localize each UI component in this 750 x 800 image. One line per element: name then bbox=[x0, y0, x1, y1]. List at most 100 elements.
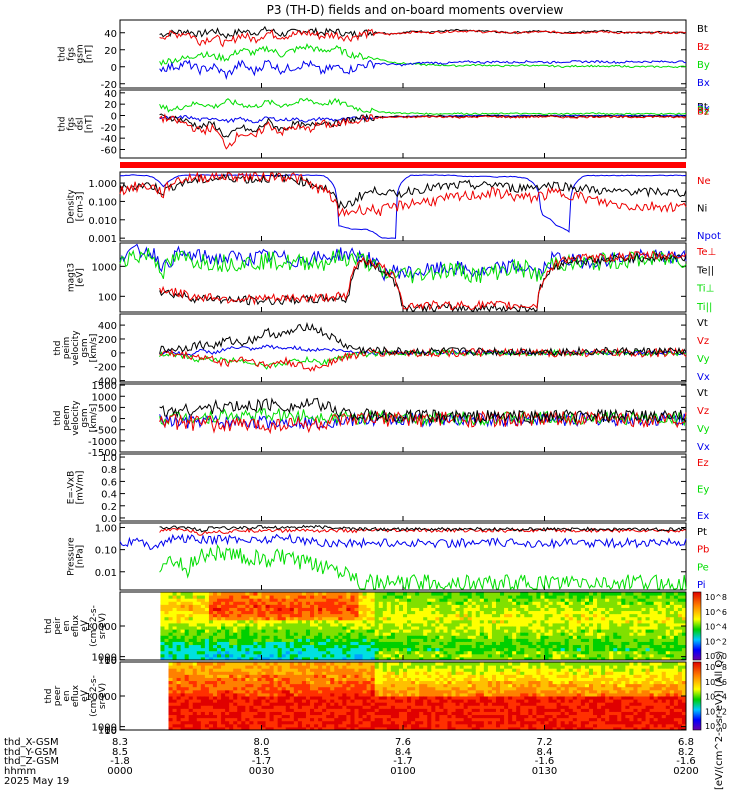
spectrogram-cell bbox=[560, 610, 566, 615]
spectrogram-cell bbox=[318, 717, 323, 722]
spectrogram-cell bbox=[265, 656, 271, 661]
spectrogram-cell bbox=[322, 613, 327, 618]
spectrogram-cell bbox=[362, 699, 368, 703]
spectrogram-cell bbox=[593, 653, 598, 658]
spectrogram-cell bbox=[330, 723, 335, 728]
spectrogram-cell bbox=[378, 717, 384, 722]
spectrogram-cell bbox=[200, 677, 206, 682]
spectrogram-cell bbox=[241, 717, 246, 722]
spectrogram-cell bbox=[305, 708, 311, 712]
spectrogram-cell bbox=[192, 626, 198, 630]
spectrogram-cell bbox=[322, 689, 327, 694]
spectrogram-cell bbox=[265, 641, 271, 646]
spectrogram-cell bbox=[168, 598, 174, 602]
spectrogram-cell bbox=[370, 610, 376, 615]
spectrogram-cell bbox=[253, 598, 258, 602]
series-Ni bbox=[119, 172, 687, 209]
spectrogram-cell bbox=[463, 644, 469, 649]
spectrogram-cell bbox=[374, 592, 380, 596]
spectrogram-cell bbox=[245, 650, 250, 655]
spectrogram-cell bbox=[471, 686, 477, 691]
spectrogram-cell bbox=[403, 714, 408, 719]
spectrogram-cell bbox=[350, 607, 355, 612]
spectrogram-cell bbox=[394, 635, 400, 639]
spectrogram-cell bbox=[471, 626, 477, 630]
spectrogram-cell bbox=[289, 726, 295, 731]
spectrogram-cell bbox=[451, 686, 457, 691]
spectrogram-cell bbox=[613, 601, 618, 605]
spectrogram-cell bbox=[471, 683, 477, 688]
spectrogram-cell bbox=[285, 683, 291, 688]
spectrogram-cell bbox=[208, 592, 214, 596]
spectrogram-cell bbox=[172, 692, 178, 697]
spectrogram-cell bbox=[439, 653, 444, 658]
spectrogram-cell bbox=[455, 604, 461, 608]
spectrogram-cell bbox=[427, 629, 432, 633]
y-axis-label-line: [nT] bbox=[85, 115, 95, 133]
spectrogram-cell bbox=[330, 705, 335, 709]
spectrogram-cell bbox=[386, 674, 392, 678]
spectrogram-cell bbox=[289, 662, 295, 666]
spectrogram-cell bbox=[305, 607, 311, 612]
spectrogram-cell bbox=[277, 723, 283, 728]
spectrogram-cell bbox=[358, 711, 364, 716]
spectrogram-cell bbox=[334, 632, 339, 636]
spectrogram-cell bbox=[168, 686, 174, 691]
spectrogram-cell bbox=[427, 705, 432, 709]
spectrogram-cell bbox=[653, 632, 659, 636]
spectrogram-cell bbox=[645, 601, 651, 605]
spectrogram-cell bbox=[435, 656, 440, 661]
spectrogram-cell bbox=[487, 595, 493, 599]
spectrogram-cell bbox=[164, 641, 170, 646]
spectrogram-cell bbox=[427, 598, 432, 602]
spectrogram-cell bbox=[495, 720, 501, 725]
spectrogram-cell bbox=[588, 595, 594, 599]
spectrogram-cell bbox=[253, 641, 258, 646]
spectrogram-cell bbox=[370, 632, 376, 636]
spectrogram-cell bbox=[342, 662, 347, 666]
spectrogram-cell bbox=[277, 638, 283, 642]
y-tick-label: 1500 bbox=[92, 381, 117, 392]
spectrogram-cell bbox=[641, 604, 647, 608]
spectrogram-cell bbox=[374, 702, 380, 706]
spectrogram-cell bbox=[305, 647, 311, 652]
spectrogram-cell bbox=[443, 686, 448, 691]
spectrogram-cell bbox=[269, 689, 275, 694]
spectrogram-cell bbox=[362, 638, 368, 642]
spectrogram-cell bbox=[495, 613, 501, 618]
spectrogram-cell bbox=[338, 647, 343, 652]
spectrogram-cell bbox=[407, 610, 412, 615]
spectrogram-cell bbox=[366, 711, 372, 716]
spectrogram-cell bbox=[204, 671, 210, 675]
spectrogram-cell bbox=[229, 686, 234, 691]
spectrogram-cell bbox=[164, 619, 170, 624]
spectrogram-cell bbox=[297, 677, 303, 682]
spectrogram-cell bbox=[613, 610, 618, 615]
spectrogram-cell bbox=[338, 629, 343, 633]
spectrogram-cell bbox=[204, 595, 210, 599]
spectrogram-cell bbox=[257, 671, 262, 675]
spectrogram-cell bbox=[330, 638, 335, 642]
spectrogram-cell bbox=[593, 656, 598, 661]
spectrogram-cell bbox=[229, 641, 234, 646]
spectrogram-cell bbox=[354, 598, 360, 602]
spectrogram-cell bbox=[451, 613, 457, 618]
spectrogram-cell bbox=[487, 607, 493, 612]
spectrogram-cell bbox=[374, 653, 380, 658]
spectrogram-cell bbox=[443, 601, 448, 605]
spectrogram-cell bbox=[669, 601, 675, 605]
spectrogram-cell bbox=[350, 604, 355, 608]
spectrogram-cell bbox=[479, 653, 485, 658]
spectrogram-cell bbox=[354, 635, 360, 639]
spectrogram-cell bbox=[346, 592, 351, 596]
spectrogram-cell bbox=[593, 622, 598, 627]
spectrogram-cell bbox=[629, 647, 634, 652]
spectrogram-cell bbox=[621, 598, 626, 602]
spectrogram-cell bbox=[621, 610, 626, 615]
spectrogram-cell bbox=[629, 653, 634, 658]
spectrogram-cell bbox=[269, 705, 275, 709]
spectrogram-cell bbox=[297, 595, 303, 599]
spectrogram-cell bbox=[217, 677, 222, 682]
spectrogram-cell bbox=[188, 607, 194, 612]
spectrogram-cell bbox=[657, 601, 663, 605]
